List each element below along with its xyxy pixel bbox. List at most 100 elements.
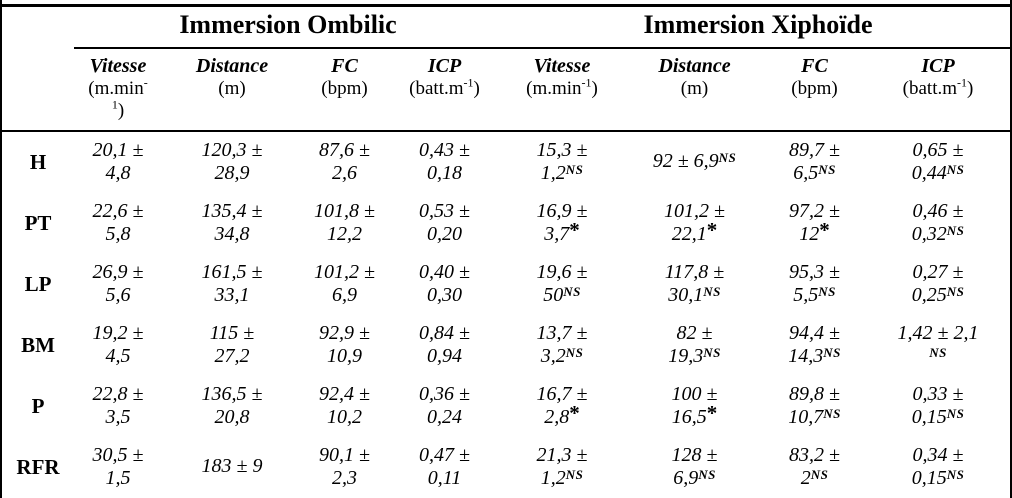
data-cell: 22,8 ±3,5	[74, 376, 162, 437]
cell-line-2: 5,5NS	[769, 284, 860, 308]
cell-line-2: 2NS	[769, 467, 860, 491]
significance-ns: NS	[823, 345, 841, 361]
cell-sd-value: 0,30	[427, 284, 462, 307]
unit-text: )	[591, 78, 598, 99]
group-header-ombilic: Immersion Ombilic	[74, 5, 502, 49]
significance-ns: NS	[818, 284, 836, 300]
cell-line-1: 94,4 ±	[769, 322, 860, 346]
cell-line-1: 136,5 ±	[164, 383, 300, 407]
cell-value: 95,3 ±	[789, 260, 840, 283]
table-row-PT: PT 22,6 ±5,8 135,4 ±34,8 101,8 ±12,2 0,53 ±0…	[2, 193, 1010, 254]
cell-line-2: 6,9NS	[624, 467, 765, 491]
cell-line-1: 0,65 ±	[864, 139, 1010, 163]
significance-ns: NS	[946, 162, 965, 178]
cell-value: 120,3 ±	[201, 138, 263, 161]
data-cell: 83,2 ±2NS	[767, 437, 862, 498]
significance-ns: NS	[718, 150, 737, 166]
cell-sd-value: 1,2	[540, 467, 566, 490]
cell-line-2: 10,2	[304, 406, 385, 430]
col-unit: (m)	[162, 78, 302, 100]
cell-line-1: 16,9 ±	[504, 200, 620, 224]
cell-line-2: 0,25NS	[864, 284, 1010, 308]
cell-line-1: 0,53 ±	[389, 200, 500, 224]
cell-line-2: 6,9	[304, 284, 385, 308]
cell-line-2: 0,20	[389, 223, 500, 247]
cell-value: 101,8 ±	[314, 199, 375, 222]
data-cell: 0,36 ±0,24	[387, 376, 502, 437]
cell-line-2: 0,15NS	[864, 406, 1010, 430]
cell-line-2: 0,44NS	[864, 162, 1010, 186]
significance-ns: NS	[946, 406, 965, 422]
significance-ns: NS	[823, 406, 841, 422]
data-cell: 135,4 ±34,8	[162, 193, 302, 254]
corner-cell	[2, 5, 74, 132]
col-header-distance-ombilic: Distance (m)	[162, 48, 302, 132]
cell-line-2: 2,8*	[504, 403, 620, 430]
cell-value: 101,2 ±	[314, 260, 375, 283]
col-header-icp-xiphoide: ICP (batt.m-1)	[862, 48, 1010, 132]
cell-sd-value: 12	[799, 223, 820, 246]
table-row-LP: LP 26,9 ±5,6 161,5 ±33,1 101,2 ±6,9 0,40 ±0,…	[2, 254, 1010, 315]
cell-sd-value: 19,3	[668, 345, 704, 368]
data-cell: 0,40 ±0,30	[387, 254, 502, 315]
cell-value: 94,4 ±	[789, 321, 840, 344]
cell-value: 92,9 ±	[319, 321, 370, 344]
significance-asterisk: *	[569, 401, 580, 426]
data-cell: 100 ±16,5*	[622, 376, 767, 437]
significance-ns: NS	[563, 284, 581, 300]
data-cell: 30,5 ±1,5	[74, 437, 162, 498]
data-cell: 89,7 ±6,5NS	[767, 131, 862, 193]
col-unit: (m.min-1)	[502, 77, 622, 100]
cell-value: 90,1 ±	[319, 443, 370, 466]
data-cell: 117,8 ±30,1NS	[622, 254, 767, 315]
cell-line-1: 95,3 ±	[769, 261, 860, 285]
data-cell: 0,34 ±0,15NS	[862, 437, 1010, 498]
cell-value: 1,42 ± 2,1	[897, 321, 979, 344]
cell-sd-value: 3,5	[105, 406, 131, 429]
cell-line-1: 82 ±	[624, 322, 765, 346]
cell-value: 19,6 ±	[536, 260, 588, 283]
cell-line-1: 13,7 ±	[504, 322, 620, 346]
data-cell: 19,2 ±4,5	[74, 315, 162, 376]
cell-value: 20,1 ±	[92, 138, 144, 161]
cell-sd-value: 2,8	[544, 406, 570, 429]
cell-sd-value: 3,2	[540, 345, 566, 368]
data-cell: 92 ± 6,9NS	[622, 131, 767, 193]
cell-value: 92 ± 6,9	[652, 150, 719, 173]
col-unit: 1)	[74, 99, 162, 122]
significance-ns: NS	[565, 467, 584, 483]
cell-value: 0,53 ±	[419, 199, 470, 222]
table-header: Immersion Ombilic Immersion Xiphoïde Vit…	[2, 5, 1010, 132]
cell-line-1: 0,46 ±	[864, 200, 1010, 224]
cell-value: 100 ±	[671, 382, 718, 405]
unit-text: (m)	[680, 78, 709, 99]
col-title: Vitesse	[533, 55, 591, 77]
significance-asterisk: *	[706, 401, 718, 426]
significance-ns: NS	[929, 345, 947, 361]
table-row-BM: BM 19,2 ±4,5 115 ±27,2 92,9 ±10,9 0,84 ±0,94…	[2, 315, 1010, 376]
significance-ns: NS	[698, 467, 716, 483]
unit-superscript: -1	[957, 75, 968, 90]
cell-line-1: 161,5 ±	[164, 261, 300, 285]
row-label-LP: LP	[24, 271, 52, 296]
data-cell: 19,6 ±50NS	[502, 254, 622, 315]
cell-line-1: 26,9 ±	[76, 261, 160, 285]
cell-line-1: 89,7 ±	[769, 139, 860, 163]
cell-line-2: 6,5NS	[769, 162, 860, 186]
data-cell: 20,1 ±4,8	[74, 131, 162, 193]
table-row-RFR: RFR 30,5 ±1,5 183 ± 9 90,1 ±2,3 0,47 ±0,11 21…	[2, 437, 1010, 498]
table-body: H 20,1 ±4,8 120,3 ±28,9 87,6 ±2,6 0,43 ±0,18…	[2, 131, 1010, 498]
data-cell: 22,6 ±5,8	[74, 193, 162, 254]
significance-asterisk: *	[569, 218, 580, 243]
cell-sd-value: 0,15	[911, 467, 947, 490]
cell-line-2: 1,2NS	[504, 162, 620, 186]
cell-value: 0,34 ±	[912, 443, 964, 466]
unit-text: )	[473, 78, 480, 99]
unit-superscript: -1	[463, 75, 474, 90]
cell-value: 0,33 ±	[912, 382, 964, 405]
cell-line-2: 0,11	[389, 467, 500, 491]
data-cell: 13,7 ±3,2NS	[502, 315, 622, 376]
cell-sd-value: 10,2	[327, 406, 362, 429]
cell-line-2: 5,8	[76, 223, 160, 247]
